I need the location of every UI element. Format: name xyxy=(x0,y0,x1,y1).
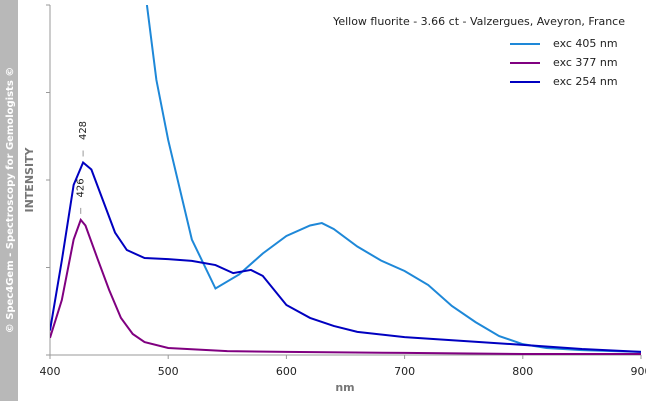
x-axis-label: nm xyxy=(335,381,354,394)
x-tick-label: 800 xyxy=(512,365,533,378)
x-tick-label: 400 xyxy=(40,365,61,378)
legend-label: exc 405 nm xyxy=(553,37,618,50)
y-axis-label: INTENSITY xyxy=(23,146,36,212)
plot-area xyxy=(50,5,641,355)
series-line xyxy=(50,217,641,355)
chart-title: Yellow fluorite - 3.66 ct - Valzergues, … xyxy=(332,15,625,28)
x-tick-label: 500 xyxy=(158,365,179,378)
annotation: 426 xyxy=(76,178,87,197)
annotation: 428 xyxy=(78,121,89,140)
legend-label: exc 377 nm xyxy=(553,56,618,69)
x-tick-label: 700 xyxy=(394,365,415,378)
series-line xyxy=(145,5,641,353)
x-tick-label: 600 xyxy=(276,365,297,378)
series-line xyxy=(50,160,641,353)
x-tick-label: 900 xyxy=(631,365,646,378)
legend-label: exc 254 nm xyxy=(553,75,618,88)
watermark: © Spec4Gem - Spectroscopy for Gemologist… xyxy=(5,67,16,334)
side-banner xyxy=(0,0,18,401)
